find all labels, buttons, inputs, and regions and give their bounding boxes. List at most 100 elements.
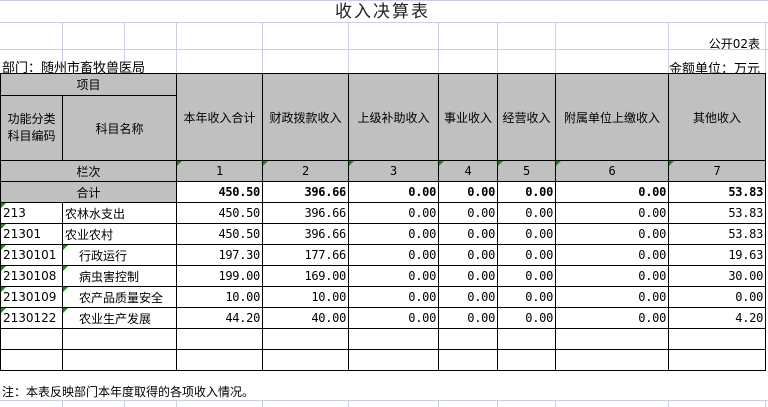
amount-cell[interactable]: 53.83	[668, 223, 766, 245]
footnote: 注：本表反映部门本年度取得的各项收入情况。	[2, 385, 255, 399]
empty-cell[interactable]	[555, 349, 669, 371]
empty-cell[interactable]	[62, 349, 177, 371]
amount-cell[interactable]: 0.00	[438, 202, 498, 224]
amount-cell[interactable]: 0.00	[555, 244, 669, 266]
sheet-gridline	[262, 23, 263, 73]
sheet-gridline	[765, 23, 766, 73]
amount-cell[interactable]: 0.00	[348, 307, 439, 329]
subject-name[interactable]: 病虫害控制	[62, 265, 177, 287]
income-table: 项目 本年收入合计 财政拨款收入 上级补助收入 事业收入 经营收入 附属单位上缴…	[0, 73, 766, 371]
sheet-gridline	[438, 400, 439, 407]
empty-cell[interactable]	[555, 328, 669, 350]
sheet-gridline	[62, 23, 63, 73]
subject-name[interactable]: 农业生产发展	[62, 307, 177, 329]
table-row: 2130122 农业生产发展 44.20 40.00 0.00 0.00 0.00 0.00 4…	[0, 307, 766, 329]
amount-cell[interactable]: 0.00	[497, 307, 556, 329]
amount-cell[interactable]: 0.00	[555, 202, 669, 224]
empty-cell[interactable]	[62, 328, 177, 350]
empty-cell[interactable]	[497, 349, 556, 371]
amount-cell[interactable]: 0.00	[348, 265, 439, 287]
amount-cell[interactable]: 0.00	[438, 223, 498, 245]
amount-cell[interactable]: 0.00	[555, 286, 669, 308]
amount-cell[interactable]: 0.00	[497, 286, 556, 308]
amount-cell[interactable]: 30.00	[668, 265, 766, 287]
empty-cell[interactable]	[668, 328, 766, 350]
subject-code[interactable]: 213	[0, 202, 63, 224]
subject-code[interactable]: 2130101	[0, 244, 63, 266]
total-value[interactable]: 0.00	[438, 181, 498, 203]
amount-cell[interactable]: 0.00	[555, 223, 669, 245]
amount-cell[interactable]: 10.00	[262, 286, 349, 308]
amount-cell[interactable]: 0.00	[438, 244, 498, 266]
empty-cell[interactable]	[262, 349, 349, 371]
table-row: 2130108 病虫害控制 199.00 169.00 0.00 0.00 0.00 0.00…	[0, 265, 766, 287]
empty-cell[interactable]	[438, 328, 498, 350]
amount-cell[interactable]: 0.00	[497, 202, 556, 224]
column-number: 4	[438, 160, 498, 182]
subject-code[interactable]: 21301	[0, 223, 63, 245]
amount-cell[interactable]: 177.66	[262, 244, 349, 266]
sheet-gridline	[124, 23, 125, 73]
amount-cell[interactable]: 197.30	[176, 244, 263, 266]
header-col-4: 事业收入	[438, 73, 498, 161]
total-value[interactable]: 0.00	[497, 181, 556, 203]
amount-cell[interactable]: 0.00	[555, 307, 669, 329]
sheet-gridline	[497, 400, 498, 407]
amount-cell[interactable]: 0.00	[438, 286, 498, 308]
amount-cell[interactable]: 450.50	[176, 202, 263, 224]
amount-cell[interactable]: 0.00	[348, 286, 439, 308]
amount-cell[interactable]: 396.66	[262, 223, 349, 245]
amount-cell[interactable]: 19.63	[668, 244, 766, 266]
empty-cell[interactable]	[176, 349, 263, 371]
amount-cell[interactable]: 40.00	[262, 307, 349, 329]
amount-cell[interactable]: 4.20	[668, 307, 766, 329]
subject-name[interactable]: 行政运行	[62, 244, 177, 266]
amount-cell[interactable]: 0.00	[668, 286, 766, 308]
amount-cell[interactable]: 0.00	[497, 244, 556, 266]
sheet-gridline	[668, 400, 669, 407]
amount-cell[interactable]: 44.20	[176, 307, 263, 329]
sheet-gridline	[262, 400, 263, 407]
empty-cell[interactable]	[0, 328, 63, 350]
empty-cell[interactable]	[0, 349, 63, 371]
subject-name[interactable]: 农林水支出	[62, 202, 177, 224]
amount-cell[interactable]: 169.00	[262, 265, 349, 287]
amount-cell[interactable]: 450.50	[176, 223, 263, 245]
column-number: 3	[348, 160, 439, 182]
subject-code[interactable]: 2130122	[0, 307, 63, 329]
amount-cell[interactable]: 0.00	[348, 244, 439, 266]
subject-name[interactable]: 农业农村	[62, 223, 177, 245]
subject-name[interactable]: 农产品质量安全	[62, 286, 177, 308]
amount-cell[interactable]: 0.00	[348, 223, 439, 245]
subject-code[interactable]: 2130109	[0, 286, 63, 308]
amount-cell[interactable]: 10.00	[176, 286, 263, 308]
total-value[interactable]: 396.66	[262, 181, 349, 203]
empty-cell[interactable]	[348, 328, 439, 350]
amount-cell[interactable]: 0.00	[497, 265, 556, 287]
total-value[interactable]: 0.00	[555, 181, 669, 203]
header-name: 科目名称	[62, 95, 177, 161]
empty-cell[interactable]	[438, 349, 498, 371]
amount-cell[interactable]: 0.00	[497, 223, 556, 245]
total-value[interactable]: 0.00	[348, 181, 439, 203]
amount-cell[interactable]: 0.00	[555, 265, 669, 287]
amount-cell[interactable]: 53.83	[668, 202, 766, 224]
subject-code[interactable]: 2130108	[0, 265, 63, 287]
amount-cell[interactable]: 199.00	[176, 265, 263, 287]
total-value[interactable]: 450.50	[176, 181, 263, 203]
sheet-gridline	[62, 400, 63, 407]
sheet-gridline	[124, 400, 125, 407]
empty-cell[interactable]	[262, 328, 349, 350]
empty-cell[interactable]	[176, 328, 263, 350]
amount-cell[interactable]: 396.66	[262, 202, 349, 224]
empty-cell[interactable]	[668, 349, 766, 371]
empty-cell[interactable]	[348, 349, 439, 371]
amount-cell[interactable]: 0.00	[348, 202, 439, 224]
total-value[interactable]: 53.83	[668, 181, 766, 203]
index-label: 栏次	[0, 160, 177, 182]
sheet-gridline	[176, 23, 177, 73]
header-col-5: 经营收入	[497, 73, 556, 161]
amount-cell[interactable]: 0.00	[438, 265, 498, 287]
empty-cell[interactable]	[497, 328, 556, 350]
amount-cell[interactable]: 0.00	[438, 307, 498, 329]
